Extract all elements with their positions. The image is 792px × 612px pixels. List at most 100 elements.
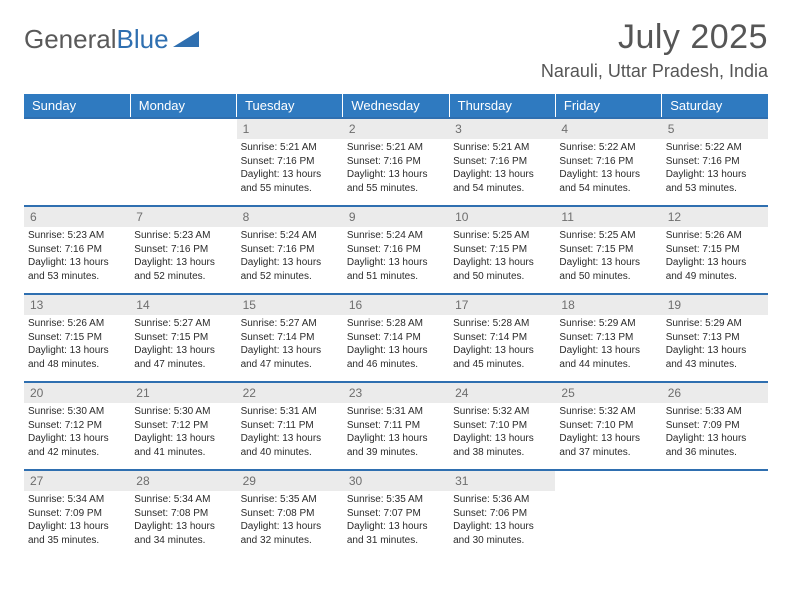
daylight-text: Daylight: 13 hours and 50 minutes. bbox=[559, 256, 657, 283]
daylight-text: Daylight: 13 hours and 31 minutes. bbox=[347, 520, 445, 547]
calendar-week-row: 1Sunrise: 5:21 AMSunset: 7:16 PMDaylight… bbox=[24, 118, 768, 206]
sunset-text: Sunset: 7:14 PM bbox=[347, 331, 445, 345]
sunrise-text: Sunrise: 5:23 AM bbox=[134, 229, 232, 243]
daylight-text: Daylight: 13 hours and 39 minutes. bbox=[347, 432, 445, 459]
daylight-text: Daylight: 13 hours and 35 minutes. bbox=[28, 520, 126, 547]
sunset-text: Sunset: 7:11 PM bbox=[347, 419, 445, 433]
day-details: Sunrise: 5:24 AMSunset: 7:16 PMDaylight:… bbox=[343, 227, 449, 287]
day-number: 10 bbox=[449, 207, 555, 227]
day-details: Sunrise: 5:21 AMSunset: 7:16 PMDaylight:… bbox=[449, 139, 555, 199]
calendar-day-cell: 5Sunrise: 5:22 AMSunset: 7:16 PMDaylight… bbox=[662, 118, 768, 206]
sunset-text: Sunset: 7:06 PM bbox=[453, 507, 551, 521]
day-details: Sunrise: 5:27 AMSunset: 7:15 PMDaylight:… bbox=[130, 315, 236, 375]
sunrise-text: Sunrise: 5:21 AM bbox=[347, 141, 445, 155]
calendar-table: SundayMondayTuesdayWednesdayThursdayFrid… bbox=[24, 94, 768, 558]
day-details: Sunrise: 5:25 AMSunset: 7:15 PMDaylight:… bbox=[555, 227, 661, 287]
day-details: Sunrise: 5:31 AMSunset: 7:11 PMDaylight:… bbox=[237, 403, 343, 463]
sunset-text: Sunset: 7:16 PM bbox=[347, 243, 445, 257]
day-details: Sunrise: 5:29 AMSunset: 7:13 PMDaylight:… bbox=[662, 315, 768, 375]
day-number: 6 bbox=[24, 207, 130, 227]
calendar-day-cell: 25Sunrise: 5:32 AMSunset: 7:10 PMDayligh… bbox=[555, 382, 661, 470]
day-number: 24 bbox=[449, 383, 555, 403]
day-details: Sunrise: 5:30 AMSunset: 7:12 PMDaylight:… bbox=[24, 403, 130, 463]
calendar-day-cell: 3Sunrise: 5:21 AMSunset: 7:16 PMDaylight… bbox=[449, 118, 555, 206]
day-details: Sunrise: 5:22 AMSunset: 7:16 PMDaylight:… bbox=[555, 139, 661, 199]
sunrise-text: Sunrise: 5:36 AM bbox=[453, 493, 551, 507]
calendar-day-cell: 21Sunrise: 5:30 AMSunset: 7:12 PMDayligh… bbox=[130, 382, 236, 470]
sunrise-text: Sunrise: 5:26 AM bbox=[28, 317, 126, 331]
sunrise-text: Sunrise: 5:32 AM bbox=[559, 405, 657, 419]
calendar-day-cell: 24Sunrise: 5:32 AMSunset: 7:10 PMDayligh… bbox=[449, 382, 555, 470]
sunset-text: Sunset: 7:15 PM bbox=[559, 243, 657, 257]
sunrise-text: Sunrise: 5:23 AM bbox=[28, 229, 126, 243]
sunset-text: Sunset: 7:16 PM bbox=[559, 155, 657, 169]
sunset-text: Sunset: 7:16 PM bbox=[134, 243, 232, 257]
daylight-text: Daylight: 13 hours and 38 minutes. bbox=[453, 432, 551, 459]
day-number: 3 bbox=[449, 119, 555, 139]
calendar-day-cell: 30Sunrise: 5:35 AMSunset: 7:07 PMDayligh… bbox=[343, 470, 449, 558]
weekday-header: Saturday bbox=[662, 94, 768, 118]
calendar-day-cell: 16Sunrise: 5:28 AMSunset: 7:14 PMDayligh… bbox=[343, 294, 449, 382]
day-details: Sunrise: 5:35 AMSunset: 7:08 PMDaylight:… bbox=[237, 491, 343, 551]
sunset-text: Sunset: 7:16 PM bbox=[453, 155, 551, 169]
brand-logo: GeneralBlue bbox=[24, 18, 199, 55]
day-number: 9 bbox=[343, 207, 449, 227]
sunrise-text: Sunrise: 5:34 AM bbox=[134, 493, 232, 507]
sunset-text: Sunset: 7:15 PM bbox=[666, 243, 764, 257]
day-number: 22 bbox=[237, 383, 343, 403]
day-number: 19 bbox=[662, 295, 768, 315]
day-details: Sunrise: 5:32 AMSunset: 7:10 PMDaylight:… bbox=[449, 403, 555, 463]
day-number: 18 bbox=[555, 295, 661, 315]
day-number: 1 bbox=[237, 119, 343, 139]
daylight-text: Daylight: 13 hours and 34 minutes. bbox=[134, 520, 232, 547]
daylight-text: Daylight: 13 hours and 46 minutes. bbox=[347, 344, 445, 371]
calendar-week-row: 20Sunrise: 5:30 AMSunset: 7:12 PMDayligh… bbox=[24, 382, 768, 470]
weekday-header: Wednesday bbox=[343, 94, 449, 118]
sunset-text: Sunset: 7:12 PM bbox=[28, 419, 126, 433]
sunrise-text: Sunrise: 5:31 AM bbox=[347, 405, 445, 419]
calendar-day-cell: 12Sunrise: 5:26 AMSunset: 7:15 PMDayligh… bbox=[662, 206, 768, 294]
weekday-header: Friday bbox=[555, 94, 661, 118]
day-details: Sunrise: 5:22 AMSunset: 7:16 PMDaylight:… bbox=[662, 139, 768, 199]
sunrise-text: Sunrise: 5:22 AM bbox=[666, 141, 764, 155]
day-number: 2 bbox=[343, 119, 449, 139]
day-number: 4 bbox=[555, 119, 661, 139]
calendar-page: GeneralBlue July 2025 Narauli, Uttar Pra… bbox=[0, 0, 792, 558]
day-details: Sunrise: 5:26 AMSunset: 7:15 PMDaylight:… bbox=[24, 315, 130, 375]
daylight-text: Daylight: 13 hours and 49 minutes. bbox=[666, 256, 764, 283]
day-number: 29 bbox=[237, 471, 343, 491]
calendar-day-cell: 2Sunrise: 5:21 AMSunset: 7:16 PMDaylight… bbox=[343, 118, 449, 206]
calendar-day-cell bbox=[555, 470, 661, 558]
calendar-day-cell: 29Sunrise: 5:35 AMSunset: 7:08 PMDayligh… bbox=[237, 470, 343, 558]
sunset-text: Sunset: 7:11 PM bbox=[241, 419, 339, 433]
calendar-day-cell: 15Sunrise: 5:27 AMSunset: 7:14 PMDayligh… bbox=[237, 294, 343, 382]
sunrise-text: Sunrise: 5:25 AM bbox=[453, 229, 551, 243]
sunrise-text: Sunrise: 5:30 AM bbox=[134, 405, 232, 419]
daylight-text: Daylight: 13 hours and 50 minutes. bbox=[453, 256, 551, 283]
sunset-text: Sunset: 7:16 PM bbox=[28, 243, 126, 257]
daylight-text: Daylight: 13 hours and 30 minutes. bbox=[453, 520, 551, 547]
daylight-text: Daylight: 13 hours and 51 minutes. bbox=[347, 256, 445, 283]
sunrise-text: Sunrise: 5:33 AM bbox=[666, 405, 764, 419]
brand-triangle-icon bbox=[173, 23, 199, 54]
sunrise-text: Sunrise: 5:30 AM bbox=[28, 405, 126, 419]
calendar-day-cell: 10Sunrise: 5:25 AMSunset: 7:15 PMDayligh… bbox=[449, 206, 555, 294]
calendar-day-cell: 31Sunrise: 5:36 AMSunset: 7:06 PMDayligh… bbox=[449, 470, 555, 558]
sunrise-text: Sunrise: 5:28 AM bbox=[347, 317, 445, 331]
day-number: 21 bbox=[130, 383, 236, 403]
sunset-text: Sunset: 7:16 PM bbox=[347, 155, 445, 169]
day-details: Sunrise: 5:25 AMSunset: 7:15 PMDaylight:… bbox=[449, 227, 555, 287]
day-details: Sunrise: 5:33 AMSunset: 7:09 PMDaylight:… bbox=[662, 403, 768, 463]
day-details: Sunrise: 5:27 AMSunset: 7:14 PMDaylight:… bbox=[237, 315, 343, 375]
daylight-text: Daylight: 13 hours and 52 minutes. bbox=[134, 256, 232, 283]
sunset-text: Sunset: 7:16 PM bbox=[666, 155, 764, 169]
day-details: Sunrise: 5:23 AMSunset: 7:16 PMDaylight:… bbox=[24, 227, 130, 287]
day-details: Sunrise: 5:32 AMSunset: 7:10 PMDaylight:… bbox=[555, 403, 661, 463]
day-number: 13 bbox=[24, 295, 130, 315]
daylight-text: Daylight: 13 hours and 54 minutes. bbox=[559, 168, 657, 195]
calendar-header-row: SundayMondayTuesdayWednesdayThursdayFrid… bbox=[24, 94, 768, 118]
calendar-day-cell: 20Sunrise: 5:30 AMSunset: 7:12 PMDayligh… bbox=[24, 382, 130, 470]
calendar-day-cell: 13Sunrise: 5:26 AMSunset: 7:15 PMDayligh… bbox=[24, 294, 130, 382]
day-number: 17 bbox=[449, 295, 555, 315]
sunrise-text: Sunrise: 5:25 AM bbox=[559, 229, 657, 243]
